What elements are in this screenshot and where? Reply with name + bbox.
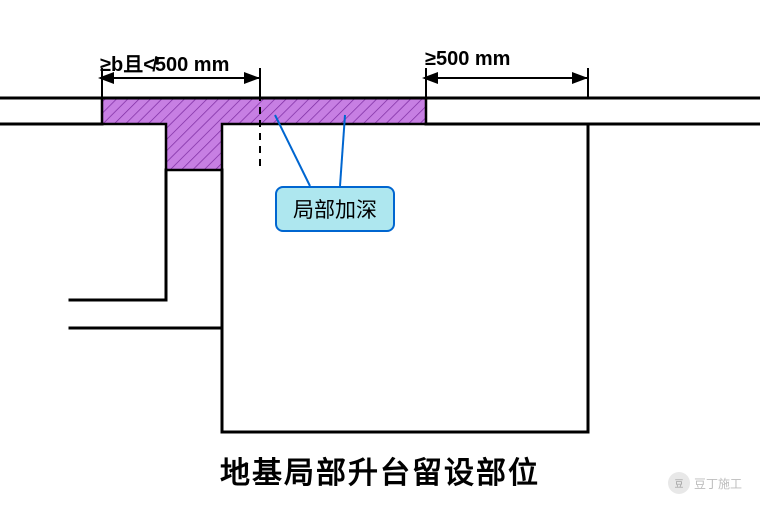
diagram-canvas [0,0,760,520]
dim-left-label: ≥b且≮500 mm [100,48,229,77]
plan-outline [0,98,760,432]
watermark-text: 豆丁施工 [694,475,742,492]
callout-deepened: 局部加深 [275,186,395,232]
hatched-deepened-region [102,98,426,170]
dim-right-label: ≥500 mm [425,48,510,71]
callout-leaders [275,115,345,186]
watermark-icon: 豆 [668,472,690,494]
callout-text: 局部加深 [293,199,377,222]
figure-caption: 地基局部升台留设部位 [0,448,760,492]
watermark: 豆 豆丁施工 [668,472,742,494]
